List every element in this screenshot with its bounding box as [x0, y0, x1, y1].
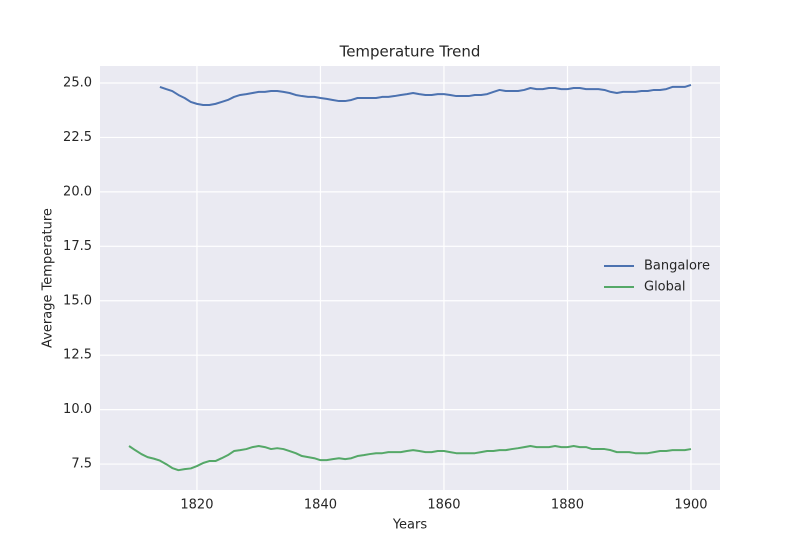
y-tick-label: 7.5 — [71, 457, 92, 472]
y-tick-label: 15.0 — [63, 293, 92, 308]
y-tick-label: 25.0 — [63, 75, 92, 90]
x-tick-label: 1900 — [674, 498, 707, 513]
y-tick-label: 12.5 — [63, 348, 92, 363]
y-axis-label: Average Temperature — [41, 208, 56, 348]
line-series — [159, 83, 692, 106]
x-tick-label: 1820 — [180, 498, 213, 513]
line-series — [128, 445, 692, 472]
y-tick-label: 22.5 — [63, 130, 92, 145]
x-axis-label: Years — [392, 518, 428, 533]
x-tick-label: 1880 — [551, 498, 584, 513]
chart-title: Temperature Trend — [339, 43, 481, 61]
legend-label: Bangalore — [644, 259, 710, 274]
x-tick-label: 1840 — [304, 498, 337, 513]
plot-area — [100, 66, 720, 490]
y-tick-label: 10.0 — [63, 402, 92, 417]
legend-label: Global — [644, 280, 685, 295]
x-tick-label: 1860 — [427, 498, 460, 513]
y-tick-label: 17.5 — [63, 239, 92, 254]
y-tick-label: 20.0 — [63, 184, 92, 199]
